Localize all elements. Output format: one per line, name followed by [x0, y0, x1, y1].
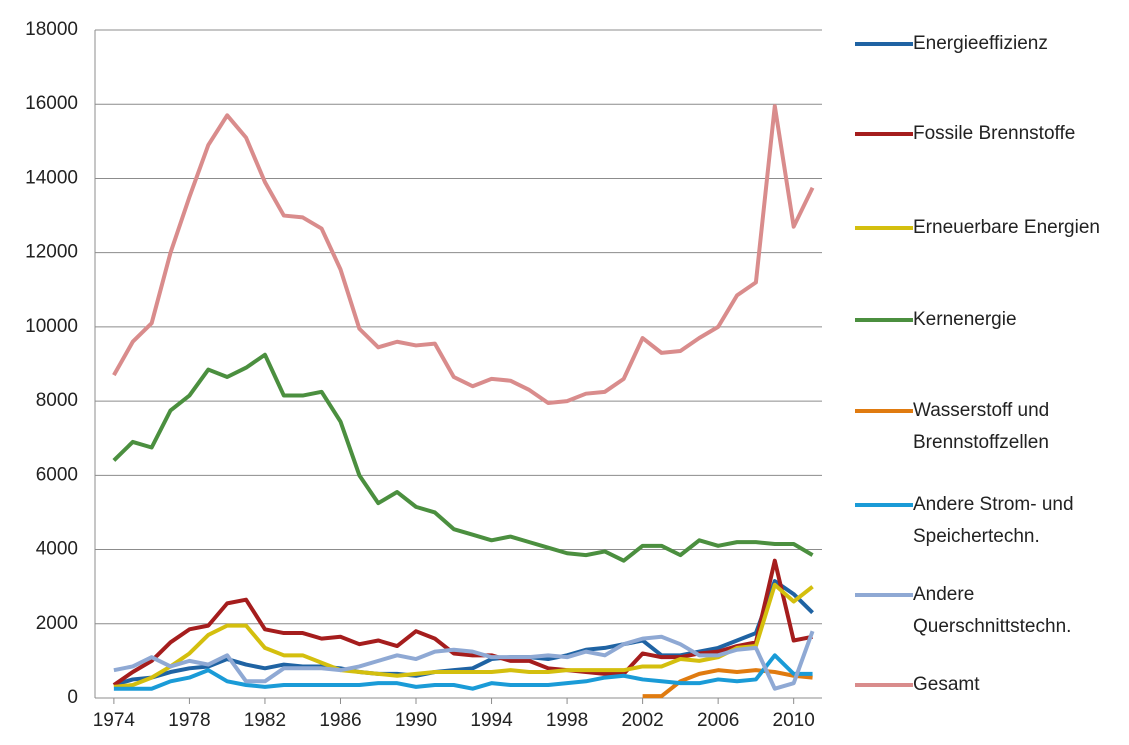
- legend-label: Andere Querschnittstechn.: [913, 584, 1072, 637]
- legend-swatch: [855, 226, 913, 230]
- legend-item: Andere Querschnittstechn.: [855, 581, 1115, 643]
- legend-item: Erneuerbare Energien: [855, 214, 1115, 244]
- series-line: [113, 582, 814, 689]
- x-tick-label: 2010: [773, 710, 815, 731]
- y-tick-label: 10000: [25, 316, 78, 337]
- x-tick-label: 1998: [546, 710, 588, 731]
- legend-label: Andere Strom- und Speichertechn.: [913, 494, 1074, 547]
- x-tick-label: 1974: [93, 710, 136, 731]
- x-tick-label: 1978: [168, 710, 210, 731]
- legend-item: Energieeffizienz: [855, 30, 1115, 60]
- x-tick-label: 1986: [319, 710, 361, 731]
- y-tick-label: 14000: [25, 167, 78, 188]
- x-tick-label: 1994: [470, 710, 513, 731]
- x-tick-label: 1990: [395, 710, 437, 731]
- legend-swatch: [855, 503, 913, 507]
- legend-item: Andere Strom- und Speichertechn.: [855, 491, 1115, 553]
- y-tick-label: 16000: [25, 93, 78, 114]
- legend-swatch: [855, 318, 913, 322]
- x-tick-label: 2002: [621, 710, 663, 731]
- legend-label: Kernenergie: [913, 309, 1017, 330]
- legend-swatch: [855, 409, 913, 413]
- legend-swatch: [855, 132, 913, 136]
- y-tick-label: 12000: [25, 242, 78, 263]
- y-tick-label: 0: [67, 687, 78, 708]
- series-line: [113, 579, 814, 687]
- y-tick-label: 4000: [36, 539, 78, 560]
- series-line: [113, 630, 815, 691]
- series-line: [112, 104, 815, 405]
- series-line: [113, 653, 813, 691]
- y-tick-label: 6000: [36, 464, 78, 485]
- y-tick-label: 18000: [25, 19, 78, 40]
- legend-swatch: [855, 42, 913, 46]
- legend-label: Erneuerbare Energien: [913, 217, 1100, 238]
- y-tick-label: 2000: [36, 613, 78, 634]
- legend-swatch: [855, 593, 913, 597]
- y-tick-label: 8000: [36, 390, 78, 411]
- legend-label: Fossile Brennstoffe: [913, 123, 1076, 144]
- legend-item: Fossile Brennstoffe: [855, 120, 1115, 150]
- legend-label: Gesamt: [913, 674, 980, 695]
- legend-label: Wasserstoff und Brennstoffzellen: [913, 400, 1050, 453]
- legend-label: Energieeffizienz: [913, 33, 1048, 54]
- series-line: [112, 352, 814, 563]
- x-tick-label: 1982: [244, 710, 286, 731]
- legend-swatch: [855, 683, 913, 687]
- legend-item: Gesamt: [855, 671, 1115, 701]
- series-line: [112, 558, 813, 687]
- legend-item: Kernenergie: [855, 306, 1115, 336]
- legend-item: Wasserstoff und Brennstoffzellen: [855, 397, 1115, 459]
- x-tick-label: 2006: [697, 710, 739, 731]
- series-line: [642, 668, 813, 699]
